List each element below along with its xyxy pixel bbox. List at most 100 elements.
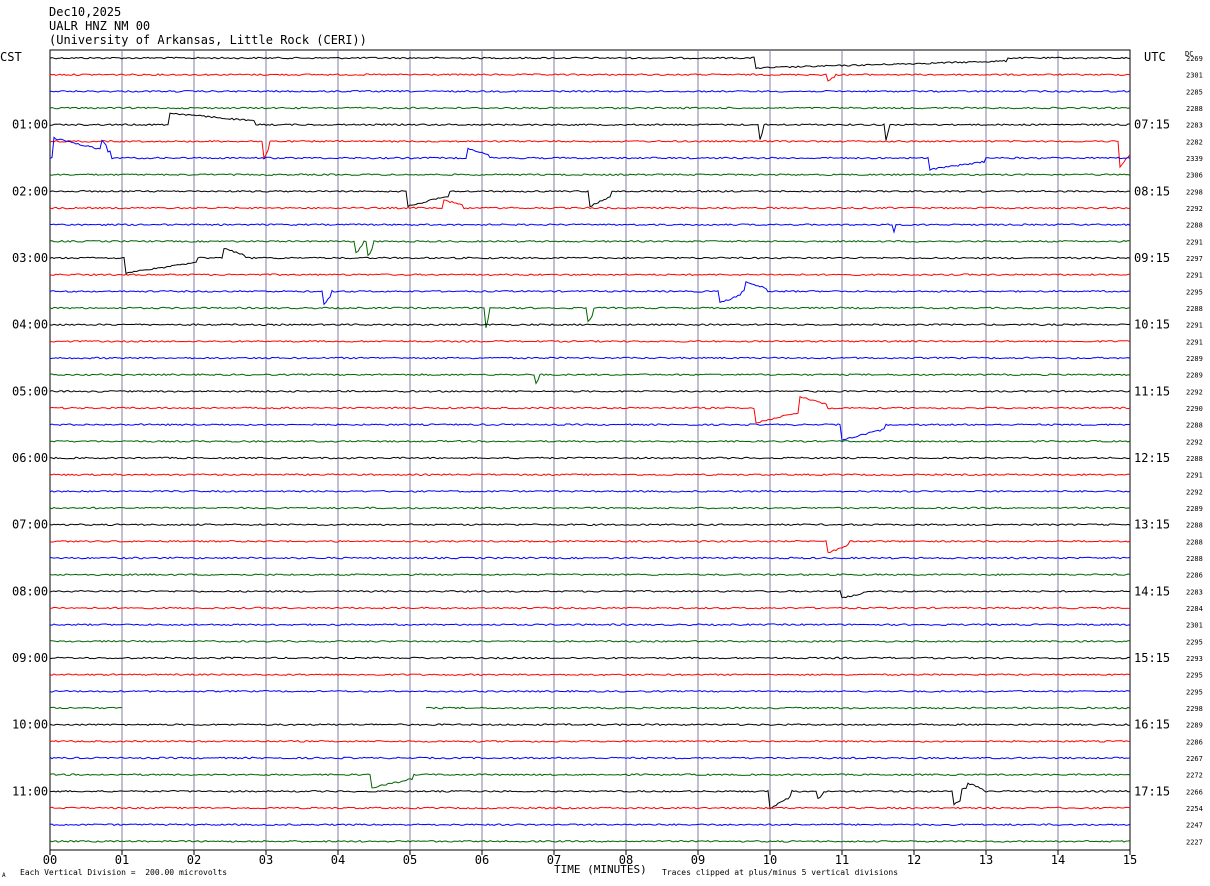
dc-offset-label: 2295 xyxy=(1186,638,1203,646)
dc-offset-label: 2291 xyxy=(1186,272,1203,280)
x-tick-label: 13 xyxy=(979,853,993,867)
x-tick-label: 07 xyxy=(547,853,561,867)
dc-offset-label: 2283 xyxy=(1186,122,1203,130)
utc-hour-label: 11:15 xyxy=(1134,384,1170,398)
dc-offset-label: 2288 xyxy=(1186,522,1203,530)
trace-line xyxy=(49,199,1130,210)
dc-offset-label: 2289 xyxy=(1186,722,1203,730)
trace-line xyxy=(49,439,1131,443)
institution: (University of Arkansas, Little Rock (CE… xyxy=(49,33,367,47)
dc-header: DC xyxy=(1185,50,1194,58)
trace-line xyxy=(49,489,1131,493)
trace-line xyxy=(49,280,1130,306)
dc-offset-label: 2290 xyxy=(1186,405,1203,413)
cst-hour-label: 07:00 xyxy=(12,518,48,532)
trace-line xyxy=(49,823,1131,827)
trace-line xyxy=(49,723,1131,727)
utc-hour-label: 07:15 xyxy=(1134,118,1170,132)
trace-line xyxy=(49,806,1131,810)
utc-hour-label: 08:15 xyxy=(1134,184,1170,198)
trace-line xyxy=(49,239,1131,257)
trace-line xyxy=(49,89,1131,93)
x-axis-title: TIME (MINUTES) xyxy=(554,863,647,876)
trace-line xyxy=(49,223,1131,234)
cst-hour-label: 09:00 xyxy=(12,651,48,665)
trace-line xyxy=(49,523,1131,527)
cst-hour-label: 05:00 xyxy=(12,384,48,398)
cst-hour-label: 03:00 xyxy=(12,251,48,265)
dc-offset-label: 2297 xyxy=(1186,255,1203,263)
utc-hour-label: 10:15 xyxy=(1134,318,1170,332)
dc-offset-label: 2298 xyxy=(1186,188,1203,196)
dc-offset-label: 2301 xyxy=(1186,622,1203,630)
x-tick-label: 01 xyxy=(115,853,129,867)
dc-offset-label: 2291 xyxy=(1186,338,1203,346)
dc-offset-label: 2289 xyxy=(1186,505,1203,513)
cst-hour-label: 08:00 xyxy=(12,584,48,598)
dc-offset-label: 2291 xyxy=(1186,472,1203,480)
dc-offset-label: 2291 xyxy=(1186,238,1203,246)
trace-line xyxy=(49,756,1131,760)
trace-line xyxy=(49,139,1131,169)
trace-line xyxy=(49,839,1131,843)
trace-line xyxy=(49,339,1131,343)
dc-offset-label: 2247 xyxy=(1186,822,1203,830)
trace-line xyxy=(49,473,1131,477)
dc-offset-label: 2285 xyxy=(1186,88,1203,96)
dc-offset-label: 2272 xyxy=(1186,772,1203,780)
dc-offset-label: 2282 xyxy=(1186,138,1203,146)
trace-line xyxy=(49,73,1131,82)
dc-offset-label: 2288 xyxy=(1186,455,1203,463)
trace-line xyxy=(49,423,1131,442)
trace-line xyxy=(49,773,1131,789)
utc-timezone-label: UTC xyxy=(1144,50,1166,64)
utc-hour-label: 09:15 xyxy=(1134,251,1170,265)
dc-offset-label: 2292 xyxy=(1186,388,1203,396)
x-tick-label: 00 xyxy=(43,853,57,867)
trace-line xyxy=(49,639,1131,643)
cst-hour-label: 01:00 xyxy=(12,118,48,132)
cst-hour-label: 06:00 xyxy=(12,451,48,465)
dc-offset-label: 2293 xyxy=(1186,655,1203,663)
cst-hour-label: 11:00 xyxy=(12,784,48,798)
trace-line xyxy=(49,136,1131,172)
dc-offset-label: 2306 xyxy=(1186,172,1203,180)
x-tick-label: 09 xyxy=(691,853,705,867)
dc-offset-label: 2284 xyxy=(1186,605,1203,613)
trace-line xyxy=(49,623,1131,627)
station-id: UALR HNZ NM 00 xyxy=(49,19,151,33)
dc-offset-label: 2292 xyxy=(1186,438,1203,446)
dc-offset-label: 2289 xyxy=(1186,355,1203,363)
trace-line xyxy=(49,389,1131,393)
dc-offset-label: 2288 xyxy=(1186,222,1203,230)
dc-offset-label: 2227 xyxy=(1186,838,1203,846)
trace-line xyxy=(49,106,1131,110)
utc-hour-label: 13:15 xyxy=(1134,518,1170,532)
dc-offset-label: 2288 xyxy=(1186,305,1203,313)
dc-offset-label: 2295 xyxy=(1186,688,1203,696)
trace-line xyxy=(49,656,1131,660)
dc-offset-label: 2288 xyxy=(1186,538,1203,546)
trace-line xyxy=(49,673,1131,677)
dc-offset-label: 2292 xyxy=(1186,488,1203,496)
trace-line xyxy=(49,373,1131,385)
trace-line xyxy=(49,273,1131,277)
dc-offset-label: 2301 xyxy=(1186,72,1203,80)
dc-offset-label: 2291 xyxy=(1186,322,1203,330)
trace-line xyxy=(49,173,1131,177)
x-tick-label: 06 xyxy=(475,853,489,867)
dc-offset-label: 2288 xyxy=(1186,105,1203,113)
trace-line xyxy=(49,706,1131,710)
trace-line xyxy=(49,606,1131,610)
x-tick-label: 02 xyxy=(187,853,201,867)
trace-line xyxy=(49,56,1131,70)
dc-offset-label: 2269 xyxy=(1186,55,1203,63)
x-tick-label: 14 xyxy=(1051,853,1065,867)
utc-hour-label: 16:15 xyxy=(1134,718,1170,732)
trace-line xyxy=(49,739,1131,743)
utc-hour-label: 17:15 xyxy=(1134,784,1170,798)
clip-note: Traces clipped at plus/minus 5 vertical … xyxy=(662,868,899,877)
cst-hour-label: 02:00 xyxy=(12,184,48,198)
utc-hour-label: 12:15 xyxy=(1134,451,1170,465)
